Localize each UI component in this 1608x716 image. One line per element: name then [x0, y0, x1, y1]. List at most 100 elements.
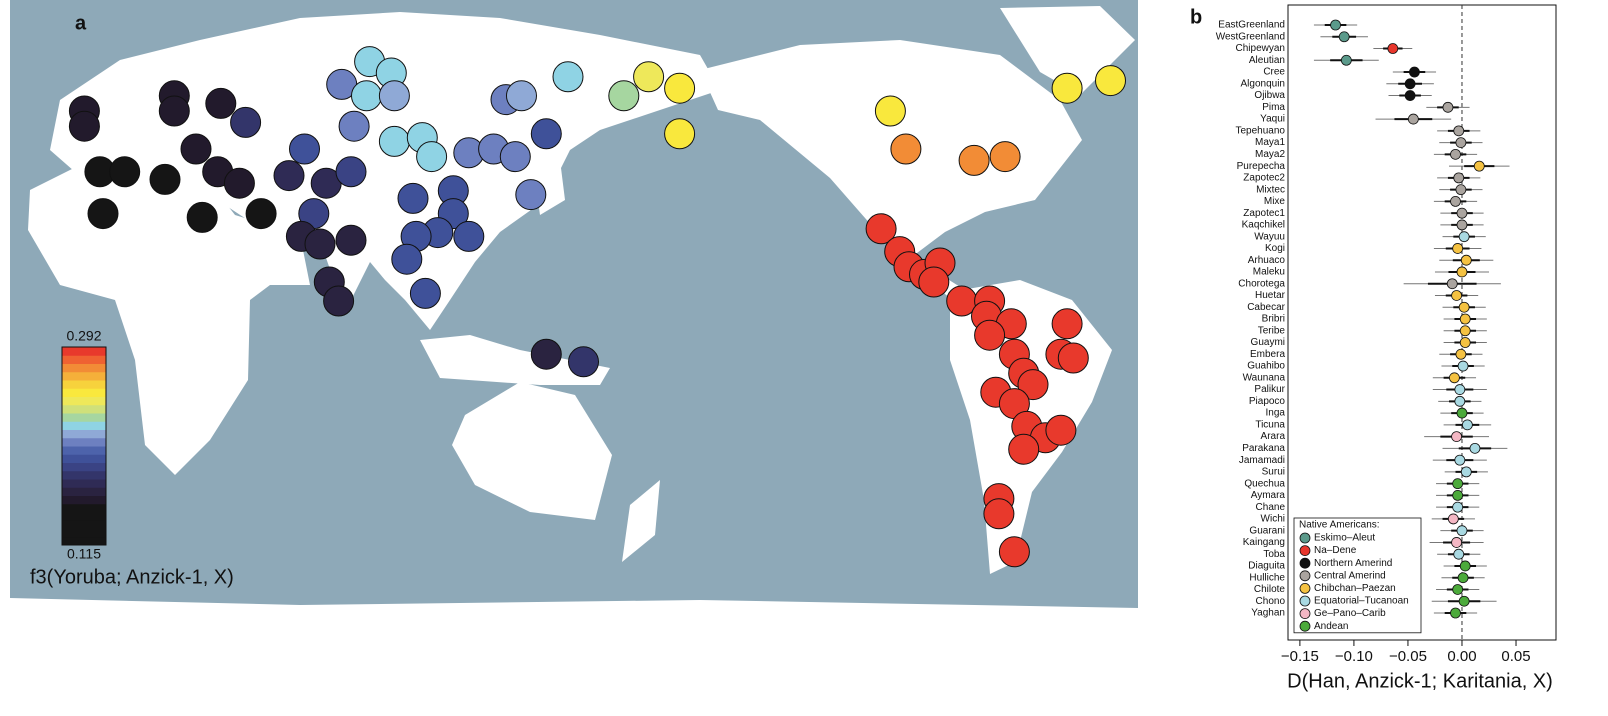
y-tick-label: Guaymi	[1251, 337, 1285, 348]
population-point	[633, 61, 665, 93]
population-point	[87, 198, 119, 230]
population-point	[664, 72, 696, 104]
y-tick-label: Aleutian	[1249, 55, 1285, 66]
panel-label: b	[1190, 6, 1202, 28]
y-tick-label: Maya2	[1255, 149, 1285, 160]
colorbar-segment	[62, 388, 106, 397]
legend-label: Central Amerind	[1314, 570, 1386, 581]
dot	[1456, 525, 1468, 537]
x-tick-label: 0.00	[1447, 648, 1476, 665]
population-point	[1017, 369, 1049, 401]
dot	[1450, 148, 1461, 160]
population-point	[890, 133, 922, 165]
dot	[1451, 537, 1462, 548]
colorbar-segment	[62, 446, 106, 455]
y-tick-label: Ticuna	[1255, 419, 1285, 430]
colorbar-label: f3(Yoruba; Anzick-1, X)	[30, 566, 234, 588]
legend-swatch	[1299, 620, 1311, 632]
dot	[1455, 137, 1467, 149]
population-point	[149, 163, 181, 195]
legend-title: Native Americans:	[1299, 520, 1380, 531]
y-tick-label: Chipewyan	[1236, 43, 1285, 54]
dot	[1458, 595, 1470, 607]
population-point	[552, 61, 584, 93]
dot	[1455, 348, 1467, 360]
dot	[1338, 31, 1350, 43]
colorbar-segment	[62, 454, 106, 463]
colorbar-segment	[62, 363, 106, 373]
dot	[1459, 337, 1471, 348]
y-tick-label: Quechua	[1244, 478, 1285, 489]
dot	[1451, 290, 1462, 301]
legend-swatch	[1299, 545, 1311, 556]
y-tick-label: Wayuu	[1254, 231, 1285, 242]
colorbar-segment	[62, 421, 106, 430]
dot	[1452, 489, 1464, 501]
y-tick-label: Huetar	[1255, 290, 1286, 301]
y-tick-label: Teribe	[1258, 325, 1286, 336]
dot-panel: b −0.15 −0.10 −0.05 0.00 0.05 EastGreenlandWe…	[1190, 4, 1557, 692]
population-point	[1051, 308, 1083, 340]
legend-swatch	[1299, 532, 1311, 544]
x-tick-label: −0.05	[1389, 648, 1427, 665]
dot	[1473, 160, 1485, 172]
legend-swatch	[1299, 583, 1311, 594]
y-tick-label: Surui	[1262, 467, 1285, 478]
population-point	[378, 125, 410, 157]
population-point	[453, 220, 485, 252]
dot	[1387, 43, 1399, 54]
colorbar-segment	[62, 371, 106, 381]
legend-label: Northern Amerind	[1314, 558, 1392, 569]
colorbar-segment	[62, 512, 106, 521]
dot	[1449, 372, 1460, 384]
population-point	[186, 201, 218, 233]
dot	[1456, 407, 1468, 419]
dot	[1454, 384, 1466, 395]
y-tick-label: Chono	[1256, 596, 1286, 607]
population-point	[338, 110, 370, 142]
y-tick-label: Pima	[1262, 102, 1285, 113]
dot	[1457, 572, 1469, 584]
dot	[1455, 184, 1467, 196]
colorbar-segment	[62, 396, 106, 406]
y-tick-label: Jamamadi	[1239, 455, 1285, 466]
dot	[1456, 207, 1468, 219]
population-point	[416, 141, 448, 173]
population-point	[918, 266, 950, 298]
dot	[1447, 513, 1459, 525]
dot	[1404, 78, 1416, 90]
population-point	[273, 160, 305, 192]
dot	[1459, 325, 1471, 337]
y-tick-label: Arara	[1261, 431, 1286, 442]
dot	[1459, 313, 1471, 325]
population-point	[180, 133, 212, 165]
population-point	[1008, 433, 1040, 465]
population-point	[608, 80, 640, 112]
dot	[1451, 431, 1462, 443]
y-tick-label: Aymara	[1251, 490, 1286, 501]
population-point	[230, 106, 262, 138]
population-point	[409, 277, 441, 309]
population-point	[245, 198, 277, 230]
legend-label: Equatorial–Tucanoan	[1314, 596, 1409, 607]
population-point	[506, 80, 537, 112]
colorbar-segment	[62, 536, 106, 546]
dot	[1458, 231, 1470, 243]
population-point	[515, 179, 547, 211]
panel-label: a	[75, 12, 87, 34]
population-point	[958, 144, 990, 176]
dot	[1453, 548, 1465, 560]
dot	[1461, 419, 1473, 431]
y-tick-label: Maya1	[1255, 137, 1285, 148]
dot	[1450, 607, 1461, 619]
colorbar-segment	[62, 380, 106, 389]
map-points	[68, 46, 1126, 568]
colorbar-tick-label: 0.292	[66, 328, 101, 344]
y-tick-label: Bribri	[1262, 314, 1285, 325]
y-tick-label: Kaqchikel	[1242, 220, 1285, 231]
population-point	[335, 224, 367, 256]
dot	[1452, 584, 1464, 595]
colorbar-segment	[62, 347, 106, 356]
y-tick-label: Tepehuano	[1236, 125, 1286, 136]
population-point	[989, 141, 1021, 173]
